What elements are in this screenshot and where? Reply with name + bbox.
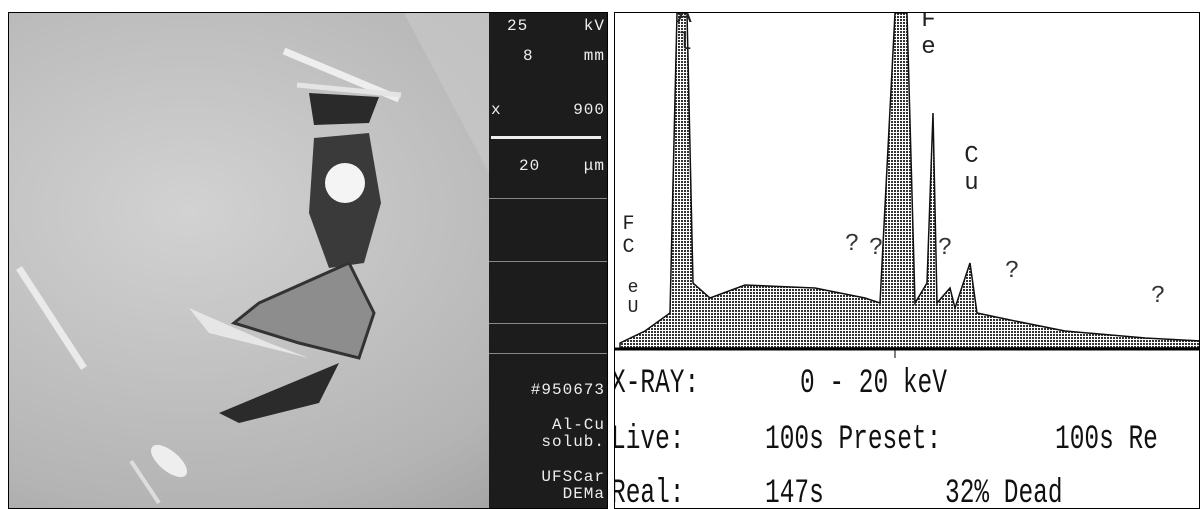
preset-time: 100s Re [1055, 421, 1158, 459]
institution: UFSCar [541, 468, 605, 486]
sample-desc: solub. [541, 433, 605, 451]
unknown-peak: ? [845, 231, 859, 258]
magnification: 900 [573, 101, 605, 119]
sem-micrograph: 25 kV 8 mm x 900 20 μm #950673 Al-Cu sol… [8, 12, 608, 509]
element-label: Cu [958, 143, 985, 197]
side-label: FC [617, 213, 640, 259]
unknown-peak: ? [1151, 283, 1165, 310]
dead-time: 32% Dead [945, 475, 1063, 509]
readout-label: Real: [614, 475, 684, 509]
element-label: Al [671, 12, 698, 57]
readout-label: Live: [614, 421, 684, 459]
energy-range: 0 - 20 keV [800, 365, 947, 403]
unknown-peak: ? [938, 235, 952, 262]
info-bar: 25 kV 8 mm x 900 20 μm #950673 Al-Cu sol… [489, 13, 608, 509]
real-time: 147s [765, 475, 824, 509]
scale-unit: μm [584, 157, 605, 175]
spectrum-plot [615, 13, 1200, 358]
sample-id: #950673 [531, 381, 605, 399]
department: DEMa [563, 485, 605, 503]
element-label: Fe [915, 12, 942, 61]
readout-label: X-RAY: [614, 365, 699, 403]
scale-bar [491, 136, 601, 139]
side-label: eU [623, 278, 643, 318]
page: 25 kV 8 mm x 900 20 μm #950673 Al-Cu sol… [0, 0, 1200, 509]
distance-unit: mm [584, 47, 605, 65]
unknown-peak: ? [1005, 258, 1019, 285]
micrograph-drawing [9, 13, 489, 509]
sample-name: Al-Cu [552, 416, 605, 434]
unknown-peak: ? [869, 235, 883, 262]
live-time: 100s Preset: [765, 421, 941, 459]
voltage-unit: kV [584, 17, 605, 35]
eds-spectrum: FC eU Al Fe Cu ? ? ? ? ? X-RAY: 0 - 20 k… [614, 12, 1200, 509]
